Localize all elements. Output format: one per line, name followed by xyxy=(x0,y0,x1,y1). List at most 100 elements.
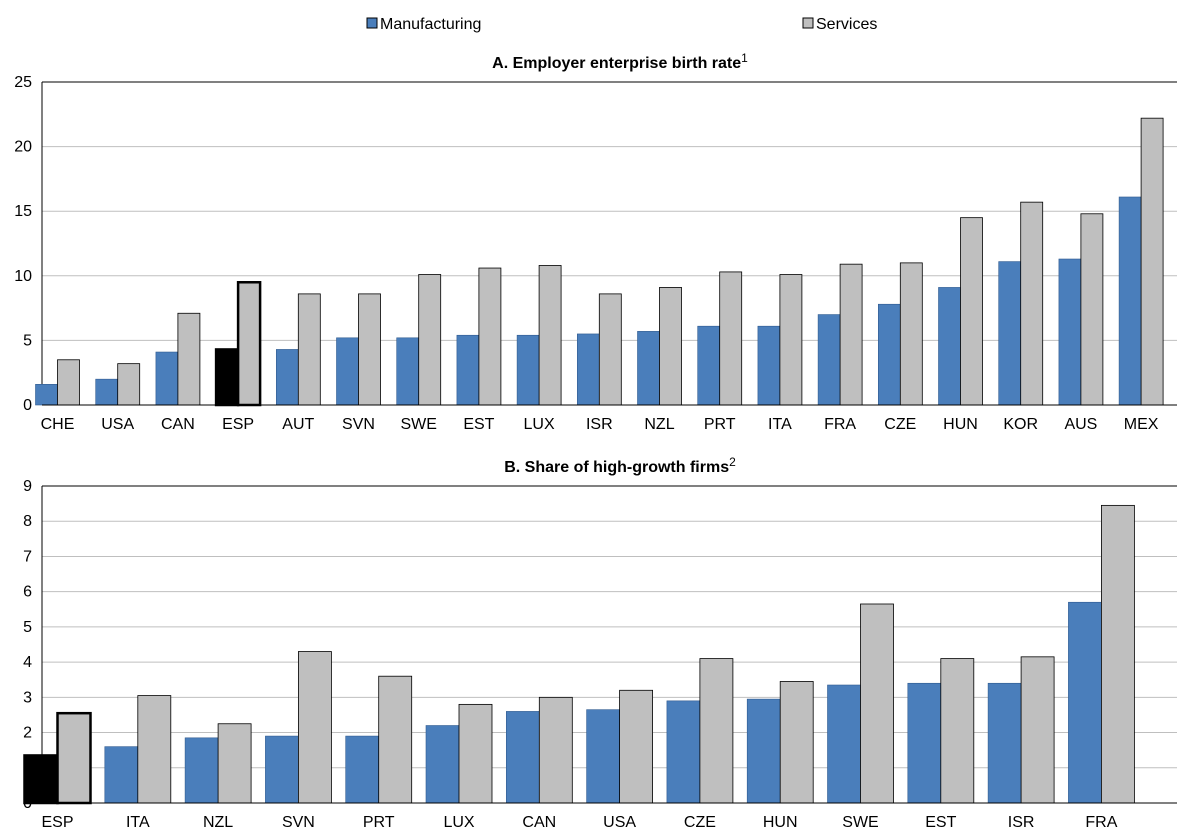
panel-b-bar-services-prt xyxy=(378,675,413,804)
legend-label-manufacturing: Manufacturing xyxy=(380,16,481,33)
panel-a-x-tick-label-svn: SVN xyxy=(342,416,375,433)
panel-a-bar-services-cze xyxy=(899,262,923,406)
panel-b-plot-area: 0123456789ESPITANZLSVNPRTLUXCANUSACZEHUN… xyxy=(23,478,1177,830)
panel-b-bar-services-hun xyxy=(779,681,814,804)
panel-a-x-tick-label-aut: AUT xyxy=(282,416,314,433)
panel-b-bar-manufacturing-fra xyxy=(1068,601,1102,804)
legend-swatch-manufacturing xyxy=(366,17,378,29)
panel-a-plot-area: 0 5 10 15 20 25 CHE USA CAN ESP AUT SVN SWE EST LUX ISR… xyxy=(14,74,1177,433)
panel-a-bar-manufacturing-cze xyxy=(877,303,901,406)
panel-a-bar-manufacturing-est xyxy=(456,334,480,406)
panel-b-bar-services-svn xyxy=(297,651,332,804)
panel-a-bar-services-est xyxy=(478,267,502,406)
panel-b-x-tick-label-ita: ITA xyxy=(126,814,150,830)
panel-a-title-main: A. Employer enterprise birth rate xyxy=(492,55,741,72)
panel-a-bar-services-usa xyxy=(117,363,141,406)
panel-a-x-tick-label-fra: FRA xyxy=(824,416,856,433)
panel-a-x-tick-label-can: CAN xyxy=(161,416,195,433)
legend-label-services: Services xyxy=(816,16,877,33)
panel-a-bar-services-ita xyxy=(779,274,803,406)
panel-b-x-tick-label-hun: HUN xyxy=(763,814,798,830)
panel-a-bar-manufacturing-nzl xyxy=(637,331,660,406)
panel-a-bar-services-isr xyxy=(598,293,622,406)
panel-b-x-tick-label-svn: SVN xyxy=(282,814,315,830)
panel-b-y-tick-label-3: 3 xyxy=(23,689,32,706)
panel-b-x-tick-label-est: EST xyxy=(925,814,956,830)
panel-a-title-superscript: 1 xyxy=(741,51,748,65)
legend: Manufacturing Services xyxy=(366,16,877,33)
panel-a: A. Employer enterprise birth rate1 0 5 10 1… xyxy=(14,51,1177,433)
panel-a-bar-services-aus xyxy=(1080,213,1104,406)
panel-b-bar-manufacturing-esp xyxy=(23,754,59,805)
panel-b-bar-manufacturing-lux xyxy=(425,725,460,804)
panel-b-bar-manufacturing-swe xyxy=(827,684,861,804)
panel-a-x-tick-label-hun: HUN xyxy=(943,416,978,433)
panel-b-bar-manufacturing-est xyxy=(907,682,942,804)
panel-a-bar-manufacturing-kor xyxy=(998,261,1022,406)
panel-a-bar-manufacturing-aut xyxy=(275,349,299,406)
panel-b-title: B. Share of high-growth firms2 xyxy=(504,455,736,476)
panel-b-x-tick-label-cze: CZE xyxy=(684,814,716,830)
panel-b-y-tick-label-5: 5 xyxy=(23,619,32,636)
panel-a-x-tick-label-swe: SWE xyxy=(400,416,436,433)
panel-a-bar-manufacturing-svn xyxy=(336,337,359,406)
panel-a-bar-manufacturing-usa xyxy=(95,378,118,406)
panel-a-bar-manufacturing-esp xyxy=(214,348,240,407)
panel-b-x-tick-label-nzl: NZL xyxy=(203,814,233,830)
panel-a-x-tick-label-esp: ESP xyxy=(222,416,254,433)
panel-b-x-tick-label-usa: USA xyxy=(603,814,636,830)
panel-a-x-tick-label-ita: ITA xyxy=(768,416,792,433)
panel-b-bar-manufacturing-isr xyxy=(987,682,1022,804)
panel-b-bar-services-nzl xyxy=(217,723,252,804)
panel-b-bar-manufacturing-usa xyxy=(586,709,620,804)
panel-a-bar-services-fra xyxy=(839,263,863,406)
panel-b-y-tick-label-7: 7 xyxy=(23,548,32,565)
panel-a-bar-services-lux xyxy=(538,265,562,406)
panel-b-bar-services-ita xyxy=(137,695,172,804)
panel-a-x-tick-label-nzl: NZL xyxy=(644,416,674,433)
panel-b-title-superscript: 2 xyxy=(729,455,736,469)
panel-a-y-tick-label-20: 20 xyxy=(14,139,32,156)
panel-b-bar-manufacturing-hun xyxy=(746,698,781,804)
panel-a-bar-services-swe xyxy=(418,274,442,406)
panel-b-bar-services-lux xyxy=(458,703,493,804)
panel-a-y-tick-label-0: 0 xyxy=(23,397,32,414)
panel-b-bar-manufacturing-cze xyxy=(666,700,701,804)
panel-a-bar-manufacturing-swe xyxy=(396,337,420,406)
panel-b-bar-manufacturing-can xyxy=(505,711,540,804)
panel-b: B. Share of high-growth firms2 012345678… xyxy=(23,455,1177,830)
panel-a-y-tick-label-25: 25 xyxy=(14,74,32,91)
panel-a-bar-services-mex xyxy=(1140,117,1164,406)
panel-b-x-tick-label-prt: PRT xyxy=(363,814,395,830)
panel-b-y-tick-label-2: 2 xyxy=(23,725,32,742)
panel-a-bar-manufacturing-mex xyxy=(1118,196,1142,406)
panel-b-bar-manufacturing-nzl xyxy=(184,737,219,804)
panel-b-bar-services-est xyxy=(940,658,975,804)
panel-a-bar-services-svn xyxy=(358,293,381,406)
panel-a-bar-manufacturing-che xyxy=(35,384,58,406)
panel-a-x-tick-label-isr: ISR xyxy=(586,416,613,433)
panel-a-bar-manufacturing-prt xyxy=(697,325,721,406)
panel-a-bar-services-esp xyxy=(236,281,262,407)
panel-b-bar-services-usa xyxy=(619,689,653,804)
legend-swatch-services xyxy=(802,17,814,29)
panel-b-y-tick-label-4: 4 xyxy=(23,654,32,671)
panel-b-title-main: B. Share of high-growth firms xyxy=(504,459,729,476)
panel-a-bar-manufacturing-lux xyxy=(516,334,540,406)
panel-a-title: A. Employer enterprise birth rate1 xyxy=(492,51,748,72)
panel-a-y-tick-label-15: 15 xyxy=(14,203,32,220)
panel-b-x-tick-label-esp: ESP xyxy=(41,814,73,830)
panel-b-bar-manufacturing-svn xyxy=(265,735,299,804)
panel-a-y-tick-label-10: 10 xyxy=(14,268,32,285)
panel-b-bar-services-swe xyxy=(860,603,894,804)
panel-a-bar-manufacturing-hun xyxy=(938,287,961,406)
panel-a-bar-manufacturing-ita xyxy=(757,325,781,406)
panel-a-x-tick-label-aus: AUS xyxy=(1064,416,1097,433)
panel-a-bar-manufacturing-aus xyxy=(1058,258,1082,406)
panel-a-bar-services-hun xyxy=(960,217,983,406)
panel-a-bar-services-nzl xyxy=(659,287,682,406)
panel-b-y-tick-label-8: 8 xyxy=(23,513,32,530)
panel-a-bar-services-can xyxy=(177,312,201,406)
panel-a-bar-manufacturing-isr xyxy=(576,333,600,406)
